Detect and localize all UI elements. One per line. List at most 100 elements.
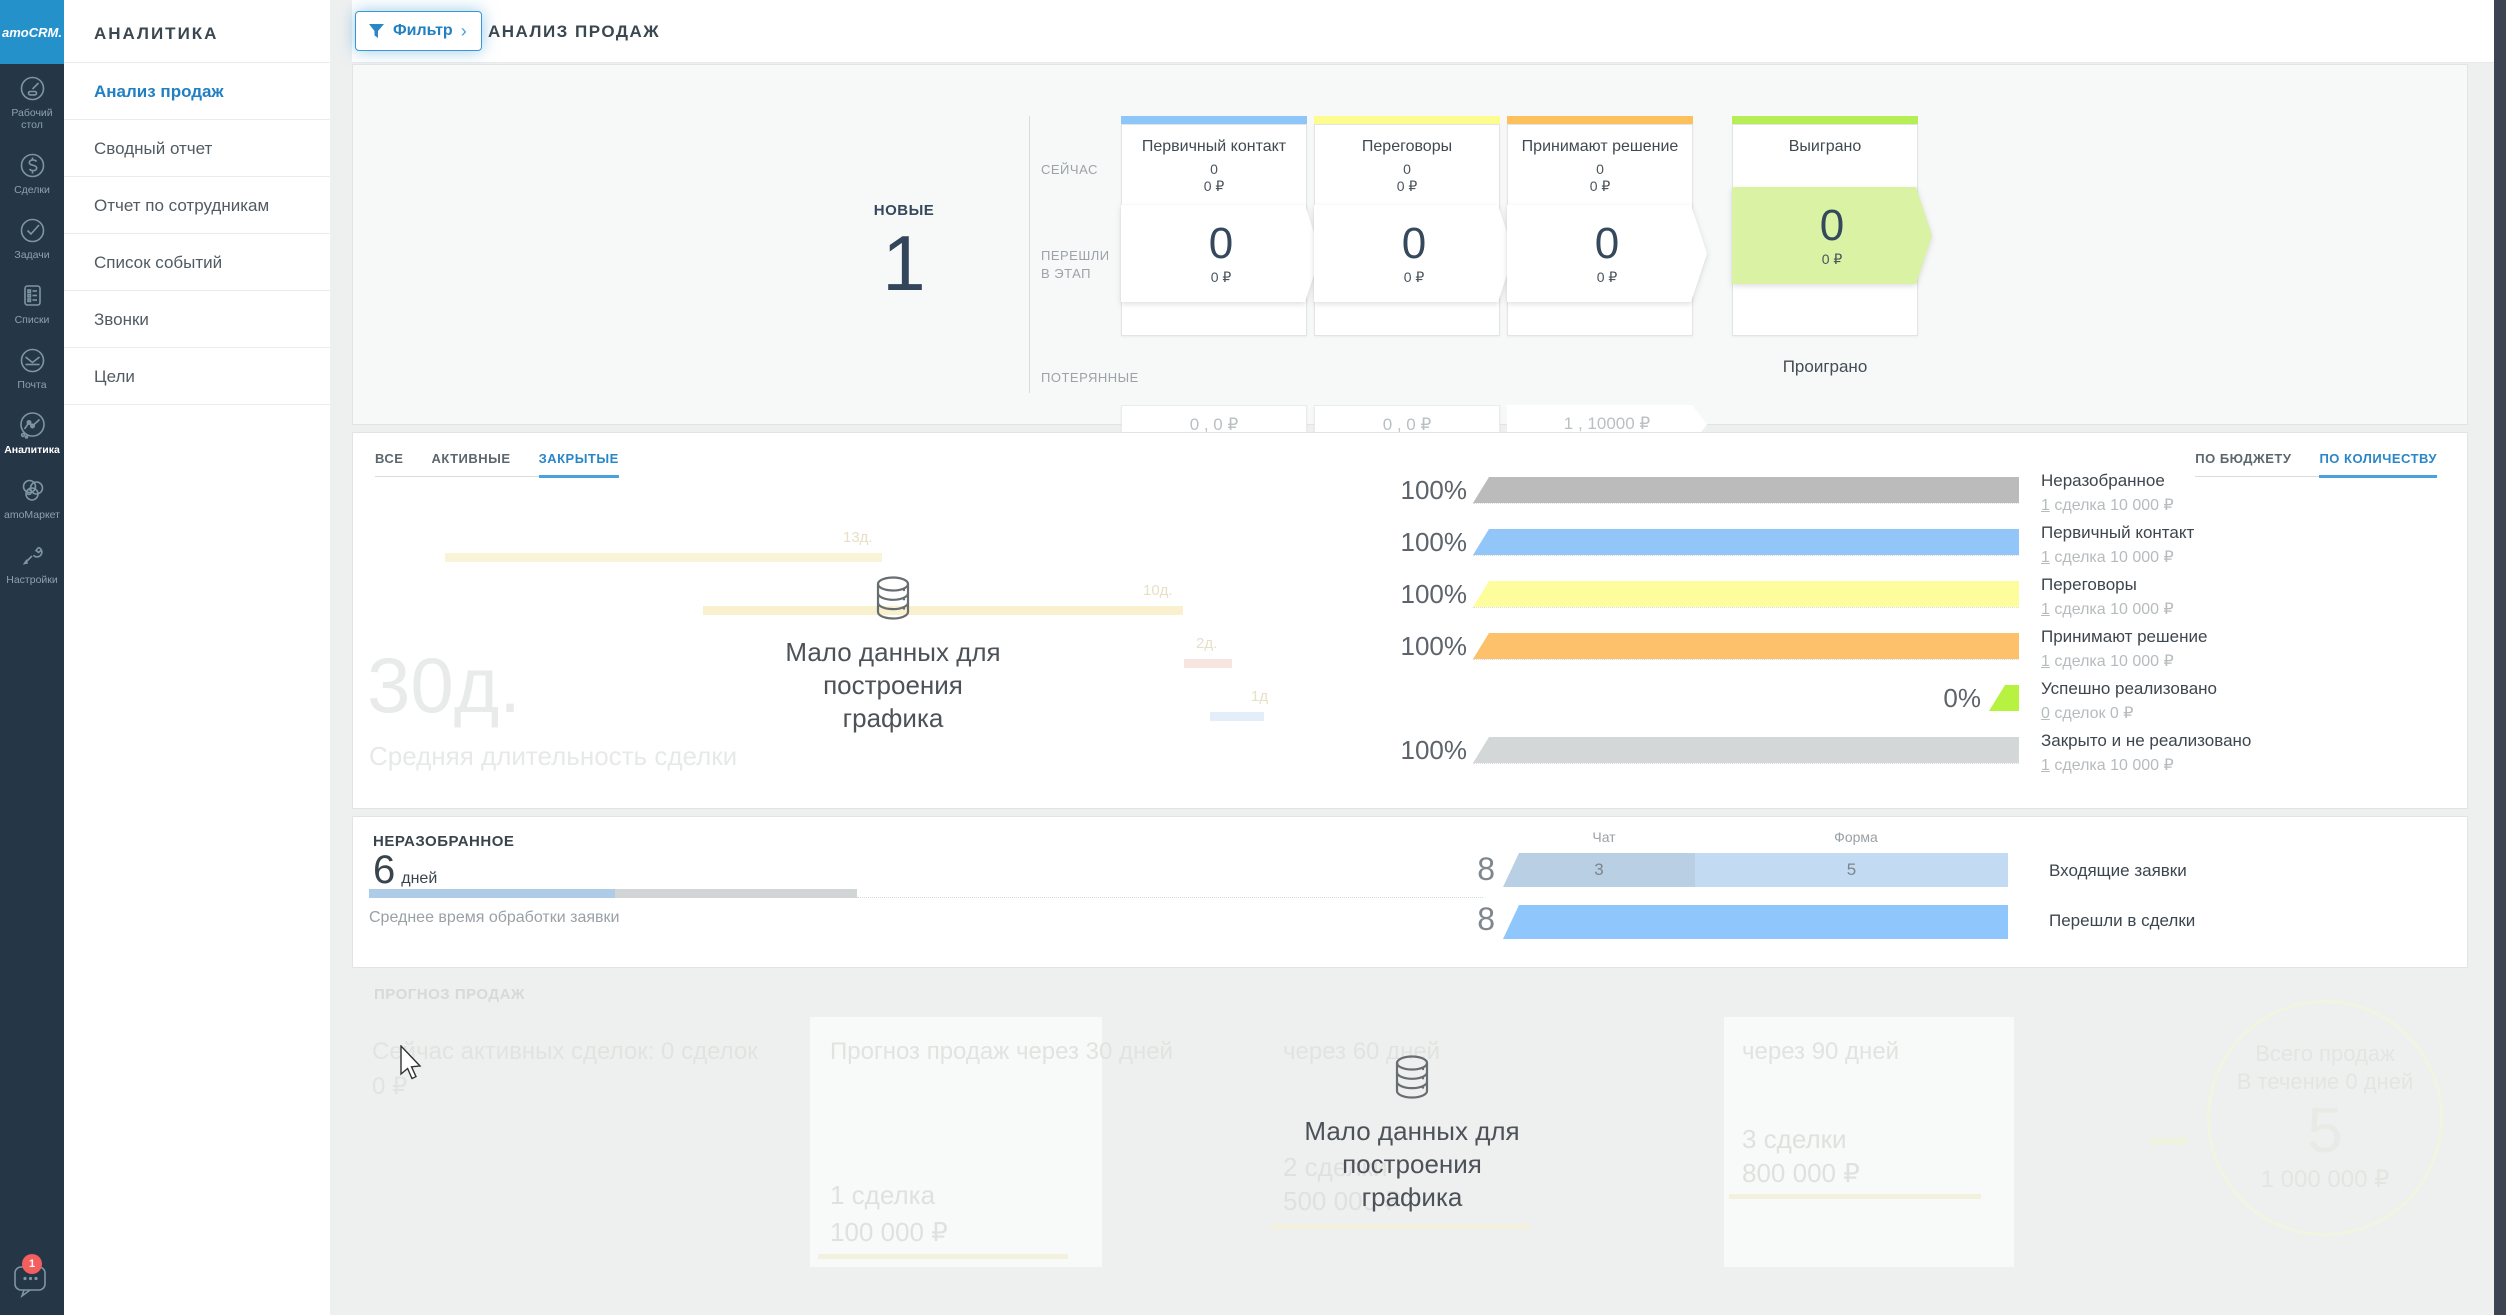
database-icon bbox=[1395, 1055, 1429, 1099]
no-data-line1: Мало данных для построения bbox=[1304, 1116, 1520, 1179]
mail-icon bbox=[20, 348, 44, 373]
lists-icon bbox=[23, 285, 41, 306]
ghost-bar bbox=[1184, 659, 1232, 668]
stage-name: Успешно реализовано bbox=[2041, 679, 2218, 698]
forecast-30d-sum: 100 000 ₽ bbox=[830, 1217, 948, 1247]
stage-moved-count: 0 bbox=[1208, 219, 1234, 268]
menu-item-event-list[interactable]: Список событий bbox=[64, 234, 330, 291]
stage-card[interactable]: Первичный контакт 0 0 ₽ 0 0 ₽ bbox=[1121, 124, 1321, 336]
menu-item-goals[interactable]: Цели bbox=[64, 348, 330, 405]
filter-button[interactable]: Фильтр › bbox=[355, 11, 482, 51]
incoming-label: Входящие заявки bbox=[2049, 861, 2187, 880]
deals-sum: сделок 0 ₽ bbox=[2054, 705, 2134, 722]
bar-filled bbox=[369, 889, 615, 898]
tab-active[interactable]: АКТИВНЫЕ bbox=[431, 451, 511, 466]
stage-moved-sum: 0 ₽ bbox=[1596, 269, 1618, 285]
tab-by-budget[interactable]: ПО БЮДЖЕТУ bbox=[2195, 451, 2292, 466]
row-label-moved-1: ПЕРЕШЛИ bbox=[1041, 248, 1110, 263]
sales-panel: ВСЕ АКТИВНЫЕ ЗАКРЫТЫЕ ПО БЮДЖЕТУ ПО КОЛИ… bbox=[352, 432, 2468, 809]
tab-closed[interactable]: ЗАКРЫТЫЕ bbox=[538, 451, 619, 478]
dotted-baseline bbox=[857, 897, 1483, 898]
menu-item-summary-report[interactable]: Сводный отчет bbox=[64, 120, 330, 177]
rail-item-market[interactable]: amoМаркет bbox=[0, 466, 64, 531]
forecast-col-bg bbox=[810, 1017, 1102, 1267]
menu-item-employee-report[interactable]: Отчет по сотрудникам bbox=[64, 177, 330, 234]
days-unit: дней bbox=[401, 870, 438, 887]
stage-accent-strip bbox=[1507, 116, 1693, 124]
won-arrow: 0 0 ₽ bbox=[1732, 187, 1932, 284]
deals-count-link[interactable]: 0 bbox=[2041, 705, 2050, 722]
stage-name: Закрыто и не реализовано bbox=[2041, 731, 2252, 750]
deals-count-link[interactable]: 1 bbox=[2041, 601, 2050, 618]
view-mode-tabs: ПО БЮДЖЕТУ ПО КОЛИЧЕСТВУ bbox=[2195, 451, 2437, 478]
total-sum: 1 000 000 ₽ bbox=[2260, 1166, 2390, 1193]
converted-label: Перешли в сделки bbox=[2049, 911, 2196, 930]
ghost-bar-label: 10д. bbox=[1143, 582, 1173, 599]
stage-title: Первичный контакт bbox=[1141, 138, 1287, 155]
tab-by-quantity[interactable]: ПО КОЛИЧЕСТВУ bbox=[2319, 451, 2437, 478]
menu-item-calls[interactable]: Звонки bbox=[64, 291, 330, 348]
deals-count-link[interactable]: 1 bbox=[2041, 549, 2050, 566]
new-leads-count: 1 bbox=[882, 219, 926, 307]
forecast-total-circle: Всего продаж В течение 0 дней 5 1 000 00… bbox=[2207, 1000, 2443, 1236]
mouse-cursor bbox=[400, 1045, 422, 1080]
stage-name: Неразобранное bbox=[2041, 471, 2165, 490]
forecast-current-line2: 0 ₽ bbox=[372, 1073, 408, 1100]
rail-item-tasks[interactable]: Задачи bbox=[0, 206, 64, 271]
tab-all[interactable]: ВСЕ bbox=[375, 451, 404, 466]
ghost-bar-label: 1д bbox=[1251, 688, 1269, 705]
forecast-60d-deals: 2 сделки bbox=[1283, 1152, 1388, 1182]
forecast-current-line1: Сейчас активных сделок: 0 сделок bbox=[372, 1038, 758, 1065]
menu-item-sales-analysis[interactable]: Анализ продаж bbox=[64, 63, 330, 120]
row-label-lost: ПОТЕРЯННЫЕ bbox=[1041, 370, 1139, 385]
rail-item-mail[interactable]: Почта bbox=[0, 336, 64, 401]
forecast-30d-title: Прогноз продаж через 30 дней bbox=[830, 1038, 1174, 1065]
conversion-row-first-contact: 100% Первичный контакт 1 сделка 10 000 ₽ bbox=[1381, 523, 2461, 581]
settings-icon bbox=[22, 546, 43, 565]
deals-count-link[interactable]: 1 bbox=[2041, 497, 2050, 514]
forecast-90d-baseline bbox=[1729, 1194, 1981, 1199]
topbar: Фильтр › АНАЛИЗ ПРОДАЖ bbox=[352, 0, 2506, 63]
stage-now-sum: 0 ₽ bbox=[1396, 178, 1418, 194]
deals-count-link[interactable]: 1 bbox=[2041, 653, 2050, 670]
conversion-bar bbox=[1473, 737, 2019, 763]
rail-item-settings[interactable]: Настройки bbox=[0, 531, 64, 596]
menu-title: АНАЛИТИКА bbox=[64, 0, 330, 63]
conversion-bar bbox=[1473, 477, 2019, 503]
filter-funnel-icon bbox=[369, 24, 384, 38]
stage-moved-count: 0 bbox=[1594, 219, 1620, 268]
deals-sum: сделка 10 000 ₽ bbox=[2054, 757, 2174, 774]
stage-moved-arrow: 0 0 ₽ bbox=[1121, 205, 1321, 302]
incoming-form-segment: 5 bbox=[1695, 853, 2008, 887]
rail-item-desktop[interactable]: Рабочий стол bbox=[0, 64, 64, 141]
window-edge-strip bbox=[2494, 0, 2506, 1315]
forecast-title: ПРОГНОЗ ПРОДАЖ bbox=[374, 986, 525, 1003]
rail-item-analytics[interactable]: Аналитика bbox=[0, 401, 64, 466]
conversion-row-success: 0% Успешно реализовано 0 сделок 0 ₽ bbox=[1381, 679, 2461, 737]
stage-card[interactable]: Переговоры 0 0 ₽ 0 0 ₽ bbox=[1314, 124, 1514, 336]
forecast-col-bg bbox=[1724, 1017, 2014, 1267]
stage-now-count: 0 bbox=[1596, 161, 1604, 177]
market-icon bbox=[22, 479, 43, 501]
rail-item-deals[interactable]: Сделки bbox=[0, 141, 64, 206]
stage-title: Переговоры bbox=[1361, 138, 1453, 155]
support-chat-button[interactable]: 1 bbox=[0, 1254, 64, 1305]
stage-card[interactable]: Принимают решение 0 0 ₽ 0 0 ₽ bbox=[1507, 124, 1707, 336]
stage-moved-count: 0 bbox=[1401, 219, 1427, 268]
forecast-dash bbox=[2150, 1138, 2188, 1144]
deals-count-link[interactable]: 1 bbox=[2041, 757, 2050, 774]
ghost-bar bbox=[703, 606, 1183, 615]
amocrm-logo[interactable]: amoCRM. bbox=[0, 0, 64, 64]
conversion-bar bbox=[1473, 529, 2019, 555]
percent-label: 100% bbox=[1400, 579, 1468, 609]
rail-item-lists[interactable]: Списки bbox=[0, 271, 64, 336]
filter-button-label: Фильтр bbox=[393, 22, 453, 39]
stage-accent-strip bbox=[1314, 116, 1500, 124]
rail-item-label: Списки bbox=[14, 314, 50, 326]
logo-text: amoCRM. bbox=[2, 24, 62, 40]
stage-card[interactable]: Выиграно 0 0 ₽ bbox=[1732, 124, 1932, 336]
percent-label: 100% bbox=[1400, 735, 1468, 765]
unsorted-caption: Среднее время обработки заявки bbox=[369, 909, 620, 926]
rail-item-label: Сделки bbox=[14, 184, 50, 196]
ghost-bar bbox=[1210, 712, 1264, 721]
